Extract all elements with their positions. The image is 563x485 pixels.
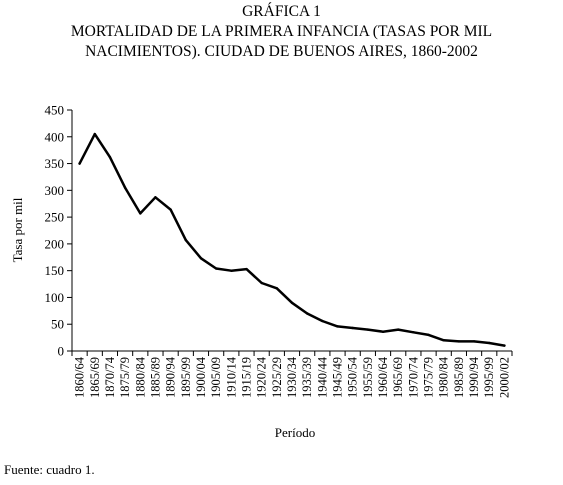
x-tick-label: 1865/69 bbox=[88, 357, 102, 398]
x-tick-label: 1900/04 bbox=[194, 356, 208, 398]
series-line bbox=[78, 132, 506, 347]
data-point bbox=[351, 326, 354, 330]
y-tick-label: 350 bbox=[45, 156, 65, 171]
x-tick-label: 2000/02 bbox=[497, 357, 511, 398]
y-tick-label: 100 bbox=[45, 290, 65, 305]
x-tick-label: 1985/89 bbox=[452, 357, 466, 398]
x-tick-label: 1875/79 bbox=[118, 357, 132, 398]
x-tick-label: 1975/79 bbox=[422, 357, 436, 398]
data-point bbox=[123, 186, 127, 189]
x-tick-label: 1965/69 bbox=[391, 357, 405, 398]
data-point bbox=[381, 330, 385, 333]
data-point bbox=[260, 281, 263, 285]
y-tick-label: 50 bbox=[51, 317, 64, 332]
x-tick-label: 1970/74 bbox=[406, 356, 420, 398]
x-tick-label: 1945/49 bbox=[331, 357, 345, 398]
x-tick-label: 1880/84 bbox=[133, 356, 147, 398]
chart-title-line-2: NACIMIENTOS). CIUDAD DE BUENOS AIRES, 18… bbox=[85, 43, 478, 60]
data-point bbox=[290, 301, 294, 304]
x-tick-label: 1910/14 bbox=[224, 356, 238, 398]
y-tick-label: 450 bbox=[45, 103, 65, 118]
data-point bbox=[412, 331, 415, 334]
data-point bbox=[199, 257, 203, 260]
data-point bbox=[169, 208, 172, 211]
data-point bbox=[230, 269, 233, 272]
y-tick-label: 0 bbox=[58, 344, 65, 359]
y-tick-label: 150 bbox=[45, 263, 65, 278]
x-tick-label: 1960/64 bbox=[376, 356, 390, 398]
data-point bbox=[397, 328, 400, 331]
data-point bbox=[336, 325, 339, 328]
x-tick-label: 1980/84 bbox=[437, 356, 451, 398]
data-point bbox=[214, 267, 218, 270]
x-axis: 1860/64 1865/69 1870/74 1875/79 1880/84 1885/… bbox=[71, 350, 513, 398]
series-line-group bbox=[78, 132, 506, 347]
source-note: Fuente: cuadro 1. bbox=[4, 462, 95, 477]
x-tick-label: 1905/09 bbox=[209, 357, 223, 398]
chart-number: GRÁFICA 1 bbox=[242, 3, 321, 20]
x-tick-label: 1870/74 bbox=[103, 356, 117, 398]
y-axis: 0 50 100 150 200 250 300 350 400 450 bbox=[45, 103, 73, 359]
data-point bbox=[108, 155, 112, 159]
data-point bbox=[457, 340, 461, 343]
data-point bbox=[139, 212, 142, 215]
data-point bbox=[366, 328, 370, 331]
y-tick-label: 200 bbox=[45, 236, 65, 251]
chart-heading: GRÁFICA 1 MORTALIDAD DE LA PRIMERA INFAN… bbox=[0, 2, 563, 62]
x-tick-label: 1995/99 bbox=[482, 357, 496, 398]
x-tick-label: 1860/64 bbox=[73, 356, 87, 398]
x-tick-label: 1915/19 bbox=[239, 357, 253, 398]
x-tick-label: 1935/39 bbox=[300, 357, 314, 398]
data-point bbox=[154, 196, 157, 199]
x-tick-label: 1890/94 bbox=[164, 356, 178, 398]
x-tick-label: 1940/44 bbox=[315, 356, 329, 398]
x-tick-label: 1950/54 bbox=[346, 356, 360, 398]
x-tick-label: 1955/59 bbox=[361, 357, 375, 398]
data-point bbox=[442, 339, 445, 342]
data-point bbox=[78, 162, 81, 165]
data-point bbox=[488, 341, 491, 345]
chart-title-line-1: MORTALIDAD DE LA PRIMERA INFANCIA (TASAS… bbox=[70, 23, 493, 40]
x-tick-label: 1925/29 bbox=[270, 357, 284, 398]
data-point bbox=[184, 238, 187, 242]
data-point bbox=[427, 333, 430, 337]
x-axis-label: Período bbox=[275, 425, 315, 440]
x-tick-label: 1990/94 bbox=[467, 356, 481, 398]
y-tick-label: 400 bbox=[45, 129, 65, 144]
y-tick-label: 300 bbox=[45, 183, 65, 198]
y-axis-label: Tasa por mil bbox=[10, 197, 25, 262]
x-tick-label: 1885/89 bbox=[148, 357, 162, 398]
x-tick-label: 1895/99 bbox=[179, 357, 193, 398]
data-point bbox=[93, 132, 97, 136]
data-point bbox=[503, 344, 506, 347]
x-tick-label: 1920/24 bbox=[255, 356, 269, 398]
data-point bbox=[306, 312, 309, 315]
y-tick-label: 250 bbox=[45, 210, 65, 225]
data-point bbox=[275, 287, 278, 290]
data-point bbox=[245, 267, 248, 271]
data-point bbox=[321, 319, 324, 323]
x-tick-label: 1930/34 bbox=[285, 356, 299, 398]
data-point bbox=[472, 340, 476, 343]
